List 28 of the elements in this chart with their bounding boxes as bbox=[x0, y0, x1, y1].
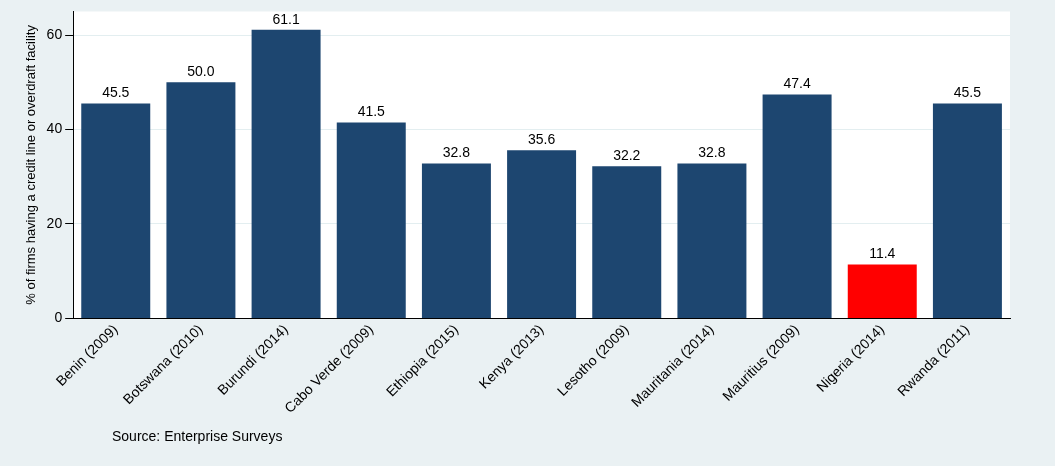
y-tick-label: 40 bbox=[46, 120, 63, 137]
data-label: 47.4 bbox=[783, 75, 811, 92]
data-label: 61.1 bbox=[272, 10, 300, 27]
bar bbox=[507, 150, 577, 318]
y-tick-label: 20 bbox=[46, 214, 63, 231]
bar bbox=[81, 103, 151, 318]
bar bbox=[336, 122, 406, 318]
bar bbox=[762, 94, 832, 318]
data-label: 45.5 bbox=[953, 84, 982, 101]
data-label: 32.8 bbox=[698, 144, 726, 161]
bar bbox=[932, 103, 1002, 318]
data-label: 41.5 bbox=[357, 103, 386, 120]
y-tick-label: 60 bbox=[46, 25, 63, 42]
y-tick-label: 0 bbox=[54, 309, 63, 326]
data-label: 11.4 bbox=[869, 245, 896, 262]
data-label: 35.6 bbox=[527, 131, 556, 148]
data-label: 45.5 bbox=[102, 84, 130, 101]
bar bbox=[166, 82, 236, 318]
source-note: Source: Enterprise Surveys bbox=[112, 428, 283, 444]
y-axis-title: % of firms having a credit line or overdraft facility bbox=[23, 24, 39, 305]
data-label: 50.0 bbox=[187, 63, 215, 80]
bar bbox=[677, 163, 747, 318]
data-label: 32.2 bbox=[613, 147, 641, 164]
data-label: 32.8 bbox=[442, 144, 471, 161]
bar bbox=[251, 29, 321, 318]
bar bbox=[592, 166, 662, 318]
bar bbox=[847, 264, 917, 318]
bar bbox=[421, 163, 491, 318]
